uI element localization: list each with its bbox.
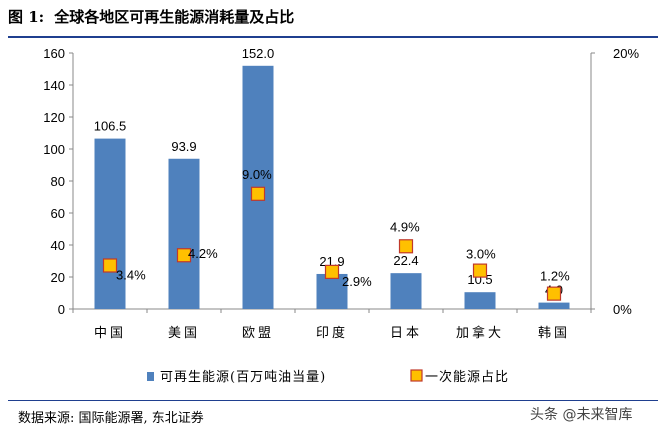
bar-data-label: 93.9 (171, 139, 196, 154)
y-right-tick-label: 0% (613, 302, 632, 317)
legend-marker-swatch (410, 369, 423, 382)
bar-data-label: 106.5 (94, 119, 127, 134)
share-marker (176, 248, 192, 263)
y-left-tick-label: 60 (51, 206, 65, 221)
share-marker (250, 186, 266, 201)
y-left-tick-label: 40 (51, 238, 65, 253)
watermark: 头条 @未来智库 (530, 407, 633, 423)
share-data-label: 1.2% (540, 269, 570, 284)
y-left-tick-label: 120 (43, 110, 65, 125)
legend-bar-swatch (147, 372, 154, 381)
y-left-tick-label: 20 (51, 270, 65, 285)
share-marker (398, 239, 414, 254)
figure-label: 图 1: (8, 8, 45, 26)
share-data-label: 2.9% (342, 274, 372, 289)
bar-data-label: 152.0 (242, 46, 275, 61)
legend-bar-label: 可再生能源(百万吨油当量) (160, 370, 326, 385)
share-data-label: 3.4% (116, 267, 146, 282)
share-marker (546, 286, 562, 301)
source-note: 数据来源: 国际能源署, 东北证券 (18, 411, 204, 426)
figure-title: 全球各地区可再生能源消耗量及占比 (54, 8, 295, 26)
x-category-label: 日本 (390, 326, 422, 341)
x-category-label: 美国 (168, 326, 200, 341)
share-marker (102, 258, 118, 273)
bar (538, 302, 570, 309)
y-left-tick-label: 0 (58, 302, 65, 317)
y-left-tick-label: 140 (43, 78, 65, 93)
bottom-rule (8, 400, 658, 401)
chart-canvas: 0 20 40 60 80 100 120 140 160 0% 20% 中国 美国 欧盟 印度 日本 加拿大 韩… (43, 46, 639, 385)
share-marker (324, 264, 340, 279)
share-data-label: 9.0% (242, 167, 272, 182)
figure-title-row: 图 1: 全球各地区可再生能源消耗量及占比 (8, 6, 304, 27)
share-marker (472, 263, 488, 278)
share-data-label: 3.0% (466, 247, 496, 262)
top-rule (8, 36, 658, 38)
bar (316, 273, 348, 309)
x-category-label: 加拿大 (456, 325, 504, 341)
y-left-tick-label: 100 (43, 142, 65, 157)
x-category-label: 韩国 (538, 326, 570, 341)
y-left-tick-label: 80 (51, 174, 65, 189)
bar (168, 158, 200, 309)
legend-marker-label: 一次能源占比 (425, 369, 509, 385)
bar-data-label: 22.4 (393, 253, 418, 268)
share-data-label: 4.9% (390, 219, 420, 234)
share-data-label: 4.2% (188, 246, 218, 261)
bar (390, 273, 422, 309)
bar (94, 138, 126, 309)
y-right-tick-label: 20% (613, 46, 639, 61)
y-left-tick-label: 160 (43, 46, 65, 61)
bar (464, 292, 496, 309)
x-category-label: 中国 (94, 326, 126, 341)
x-category-label: 欧盟 (242, 326, 274, 341)
x-category-label: 印度 (316, 325, 348, 341)
